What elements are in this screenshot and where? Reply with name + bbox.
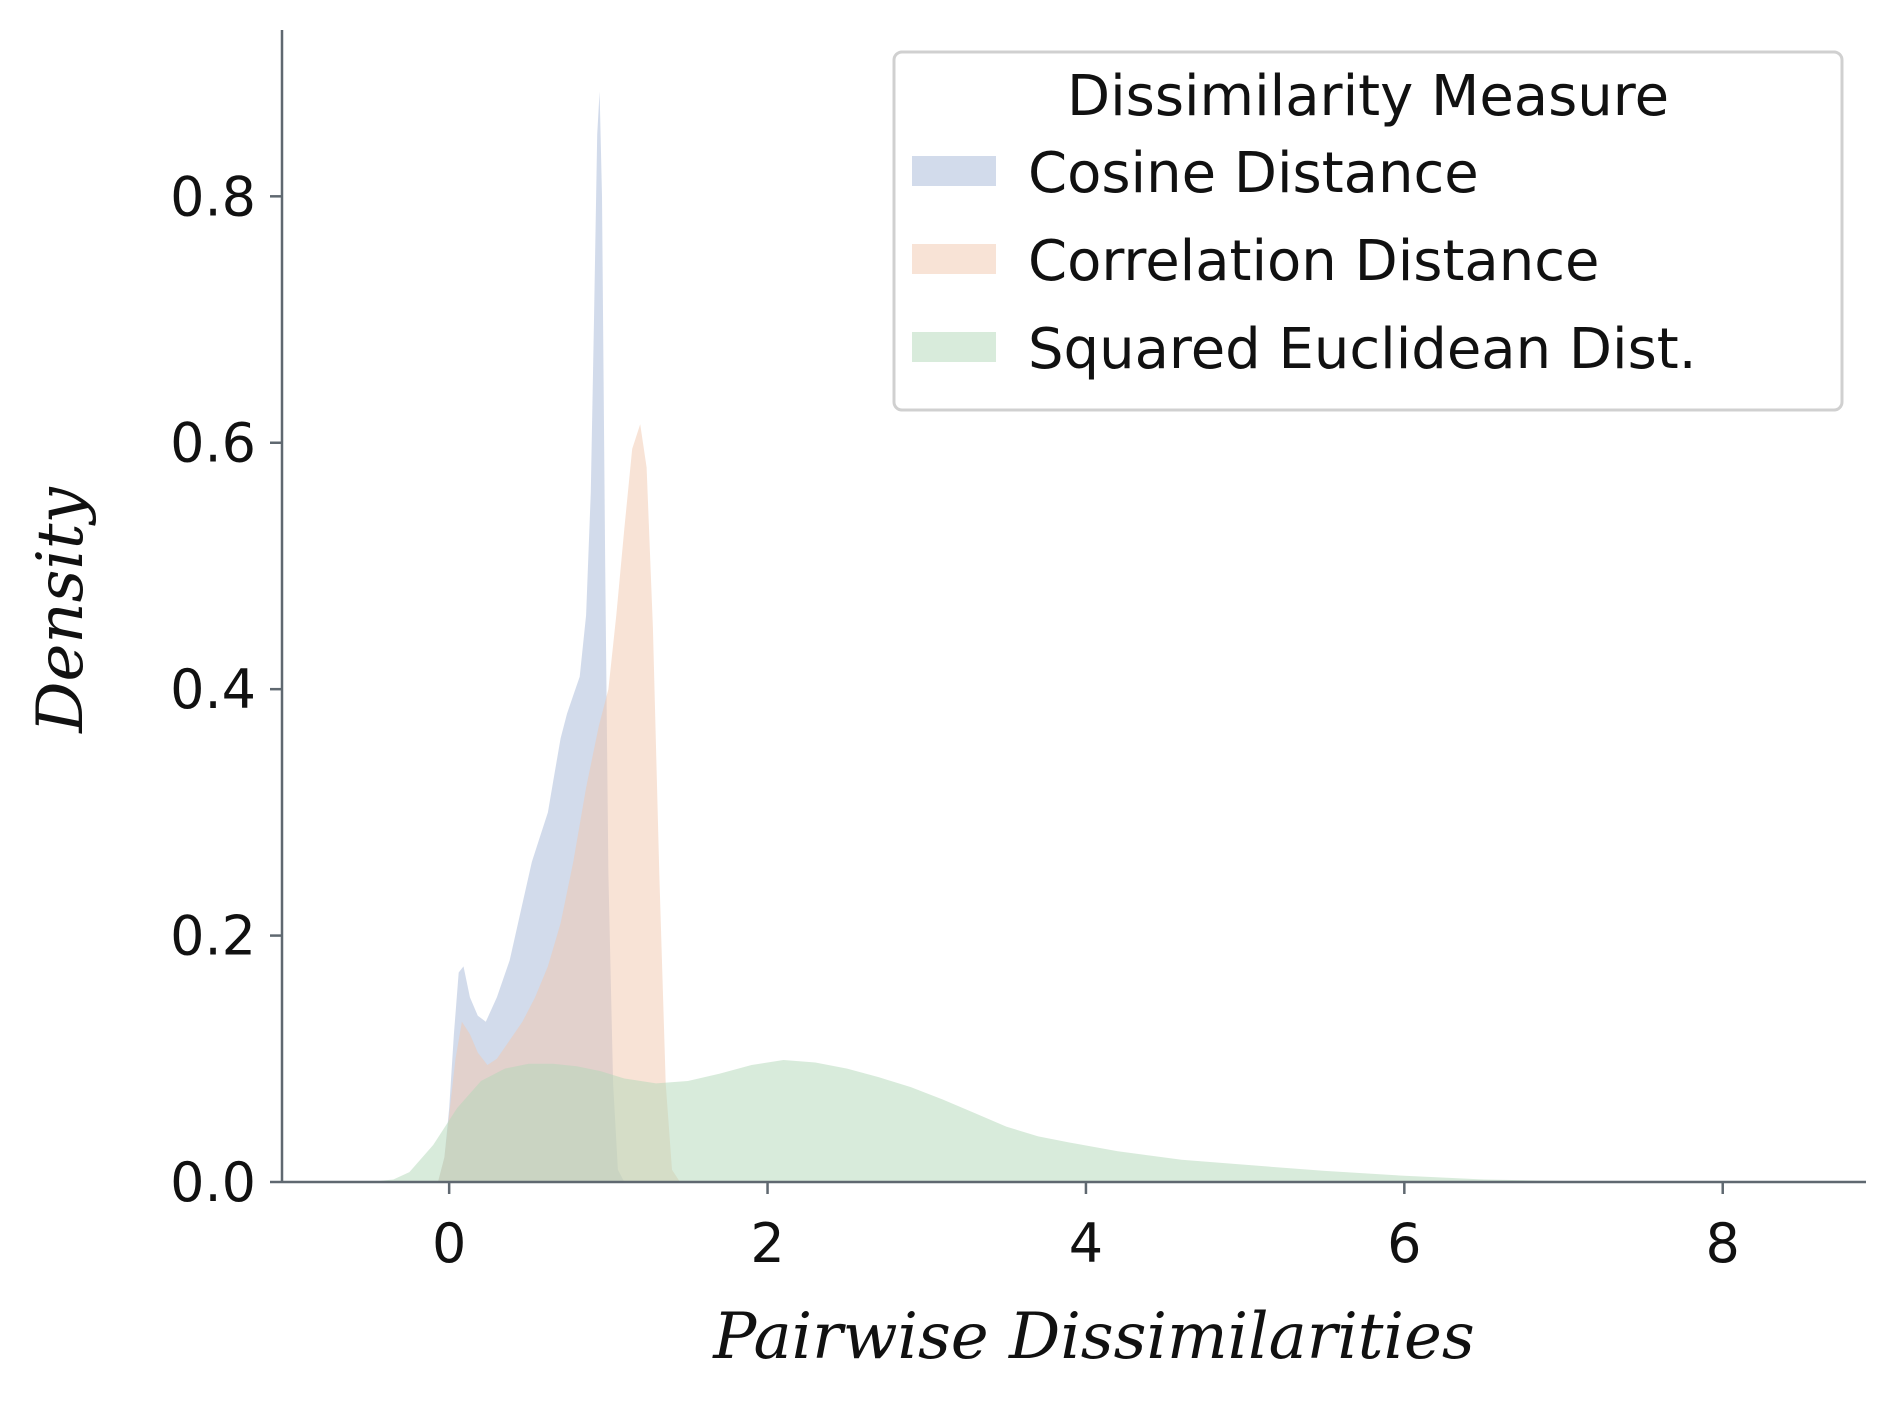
x-axis-title: Pairwise Dissimilarities (712, 1300, 1474, 1374)
legend-label-squared-euclidean-dist: Squared Euclidean Dist. (1028, 317, 1697, 382)
legend-title: Dissimilarity Measure (1067, 64, 1669, 129)
x-tick-label: 8 (1706, 1212, 1740, 1275)
legend-swatch-correlation-distance (912, 244, 996, 274)
y-axis-title: Density (24, 486, 98, 733)
axes: 0 2 4 6 8 0.0 0.2 0.4 0.6 0.8 (170, 30, 1866, 1275)
legend: Dissimilarity Measure Cosine Distance Cor… (892, 50, 1844, 412)
y-ticks: 0.0 0.2 0.4 0.6 0.8 (170, 165, 282, 1214)
y-tick-label: 0.8 (170, 165, 256, 228)
legend-label-correlation-distance: Correlation Distance (1028, 229, 1599, 294)
y-tick-label: 0.6 (170, 412, 256, 475)
area-squared-euclidean-dist (369, 1060, 1787, 1182)
x-tick-label: 4 (1069, 1212, 1103, 1275)
legend-label-cosine-distance: Cosine Distance (1028, 141, 1479, 206)
y-tick-label: 0.2 (170, 905, 256, 968)
x-tick-label: 0 (432, 1212, 466, 1275)
legend-swatch-squared-euclidean-dist (912, 332, 996, 362)
legend-swatch-cosine-distance (912, 156, 996, 186)
x-tick-label: 2 (750, 1212, 784, 1275)
legend-frame (892, 50, 1844, 412)
area-correlation-distance (438, 424, 680, 1182)
legend-items: Cosine Distance Correlation Distance Squar… (912, 141, 1697, 382)
x-ticks: 0 2 4 6 8 (432, 1182, 1740, 1275)
x-tick-label: 6 (1387, 1212, 1421, 1275)
y-tick-label: 0.0 (170, 1151, 256, 1214)
y-tick-label: 0.4 (170, 658, 256, 721)
density-areas (369, 91, 1787, 1183)
